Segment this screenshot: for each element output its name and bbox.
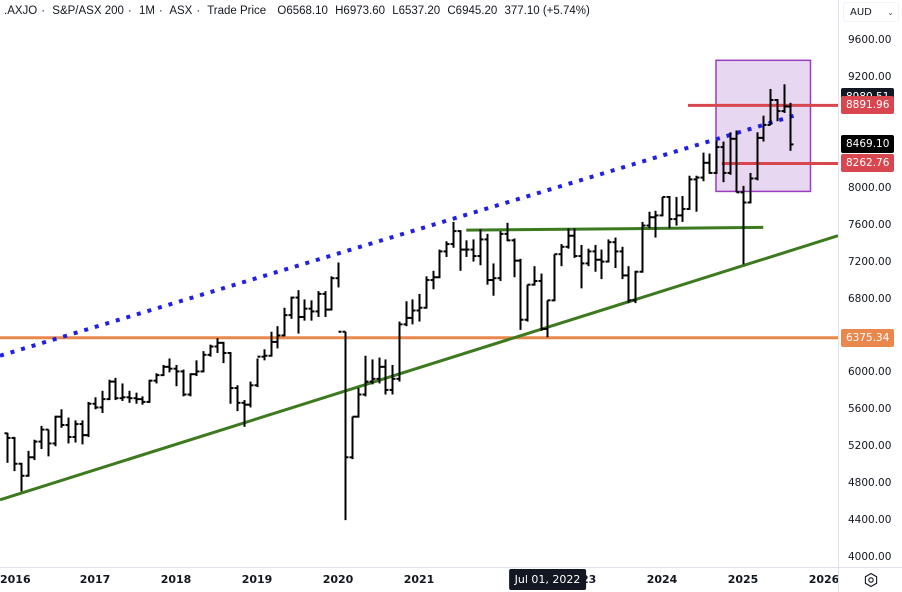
currency-label: AUD <box>850 6 872 18</box>
chart-pane[interactable]: .AXJO · S&P/ASX 200 · 1M · ASX · Trade Price… <box>0 0 838 567</box>
price-tick-label: 7600.00 <box>848 218 892 231</box>
year-label: 2026 <box>808 573 840 586</box>
support-price-tag: 8262.76 <box>841 154 895 173</box>
year-label: 2021 <box>403 573 435 586</box>
price-tick-label: 4000.00 <box>848 551 892 563</box>
ohlc-close: C6945.20 <box>447 5 498 17</box>
price-tick-label: 4400.00 <box>848 514 892 527</box>
price-tick-label: 8000.00 <box>848 181 892 194</box>
chevron-down-icon: ⌄ <box>887 7 894 17</box>
ohlc-high: H6973.60 <box>335 5 385 17</box>
dotted-channel-line <box>0 112 798 358</box>
price-tick-label: 4800.00 <box>848 477 892 490</box>
rising-trendline <box>0 234 838 502</box>
price-tick-label: 6800.00 <box>848 292 892 305</box>
exchange: ASX <box>169 5 193 17</box>
year-label: 2024 <box>646 573 678 586</box>
gear-icon <box>864 572 877 588</box>
symbol-legend: .AXJO · S&P/ASX 200 · 1M · ASX · Trade Price… <box>4 5 590 17</box>
price-tick-label: 9600.00 <box>848 34 892 46</box>
flat-resistance-line <box>466 225 764 232</box>
year-label: 2018 <box>160 573 192 586</box>
symbol-ticker[interactable]: .AXJO <box>4 5 38 17</box>
price-tick-label: 5200.00 <box>848 440 892 453</box>
resistance-price-tag: 8891.96 <box>841 96 895 115</box>
last-price-tag: 8469.10 <box>841 135 895 154</box>
ohlc-change: 377.10 (+5.74%) <box>504 5 590 17</box>
symbol-name: S&P/ASX 200 <box>52 5 124 17</box>
year-label: 2019 <box>241 573 273 586</box>
price-tick-label: 7200.00 <box>848 255 892 268</box>
crosshair-date-tag: Jul 01, 2022 <box>508 569 587 590</box>
time-axis[interactable]: Jul 01, 2022 2016 2017 2018 2019 2020 2021 202… <box>0 567 840 592</box>
price-axis[interactable]: AUD ⌄ 9600.00 9200.00 8000.00 7600.00 7200.0… <box>838 0 902 567</box>
price-chart[interactable] <box>0 0 838 567</box>
year-label: 2016 <box>0 573 31 586</box>
price-tick-label: 5600.00 <box>848 403 892 416</box>
year-label: 2020 <box>322 573 354 586</box>
price-tick-label: 9200.00 <box>848 70 892 83</box>
price-tick-label: 6000.00 <box>848 366 892 379</box>
horizontal-level-tag: 6375.34 <box>841 328 895 347</box>
interval[interactable]: 1M <box>138 5 155 17</box>
ohlc-low: L6537.20 <box>392 5 441 17</box>
price-type: Trade Price <box>207 5 267 17</box>
chart-settings-button[interactable] <box>838 567 902 592</box>
currency-dropdown[interactable]: AUD ⌄ <box>843 2 899 22</box>
year-label: 2017 <box>79 573 111 586</box>
year-label: 2025 <box>727 573 759 586</box>
ohlc-open: O6568.10 <box>277 5 328 17</box>
